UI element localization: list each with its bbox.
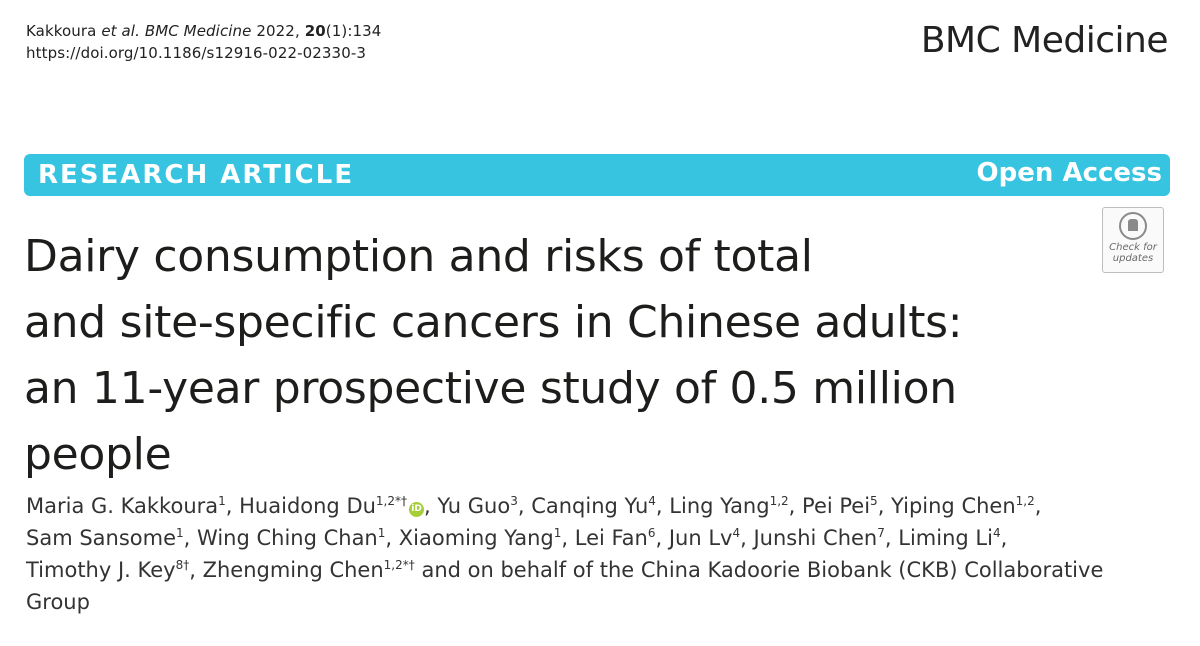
title-line-2: and site-specific cancers in Chinese adu…: [24, 297, 963, 348]
citation-issue-page: (1):134: [325, 22, 382, 40]
author-yang-xiaoming[interactable]: Xiaoming Yang1: [398, 526, 562, 550]
author-chen-junshi[interactable]: Junshi Chen7: [753, 526, 885, 550]
journal-name: BMC Medicine: [920, 20, 1169, 61]
author-chen-zhengming[interactable]: Zhengming Chen1,2*†: [202, 558, 415, 582]
citation-line: Kakkoura et al. BMC Medicine 2022, 20(1)…: [26, 20, 381, 42]
orcid-icon[interactable]: iD: [409, 502, 425, 517]
author-chan[interactable]: Wing Ching Chan1: [197, 526, 386, 550]
citation-etal: et al.: [101, 22, 140, 40]
doi-link[interactable]: https://doi.org/10.1186/s12916-022-02330…: [26, 44, 367, 62]
author-list: Maria G. Kakkoura1, Huaidong Du1,2*†iD, …: [26, 494, 1104, 614]
author-lv[interactable]: Jun Lv4: [668, 526, 741, 550]
citation-year: 2022,: [256, 22, 300, 40]
citation-volume: 20: [304, 22, 326, 40]
author-kakkoura[interactable]: Maria G. Kakkoura1: [26, 494, 226, 518]
check-for-updates-text-2: updates: [1112, 253, 1154, 264]
author-key[interactable]: Timothy J. Key8†: [26, 558, 190, 582]
citation-journal: BMC Medicine: [144, 22, 252, 40]
author-fan[interactable]: Lei Fan6: [574, 526, 656, 550]
bookmark-icon: [1119, 212, 1147, 240]
title-line-4: people: [24, 429, 172, 480]
citation: Kakkoura et al. BMC Medicine 2022, 20(1)…: [26, 20, 381, 64]
author-du[interactable]: Huaidong Du1,2*†iD: [239, 494, 425, 518]
title-line-3: an 11-year prospective study of 0.5 mill…: [24, 363, 957, 414]
author-yang-ling[interactable]: Ling Yang1,2: [669, 494, 789, 518]
article-banner: RESEARCH ARTICLE Open Access: [24, 154, 1170, 196]
check-for-updates-badge[interactable]: Check for updates: [1102, 207, 1164, 273]
author-yu[interactable]: Canqing Yu4: [531, 494, 656, 518]
author-sansome[interactable]: Sam Sansome1: [26, 526, 184, 550]
open-access-label: Open Access: [976, 158, 1162, 188]
title-line-1: Dairy consumption and risks of total: [24, 231, 813, 282]
check-for-updates-text-1: Check for: [1109, 242, 1157, 253]
author-chen-yiping[interactable]: Yiping Chen1,2: [891, 494, 1035, 518]
article-type-label: RESEARCH ARTICLE: [38, 160, 355, 190]
author-li[interactable]: Liming Li4: [898, 526, 1001, 550]
author-guo[interactable]: Yu Guo3: [437, 494, 518, 518]
authors-tail: and on behalf of the China Kadoorie Biob…: [26, 558, 1104, 614]
citation-authors: Kakkoura: [26, 22, 97, 40]
author-pei[interactable]: Pei Pei5: [802, 494, 878, 518]
article-title: Dairy consumption and risks of total and…: [24, 224, 1084, 488]
